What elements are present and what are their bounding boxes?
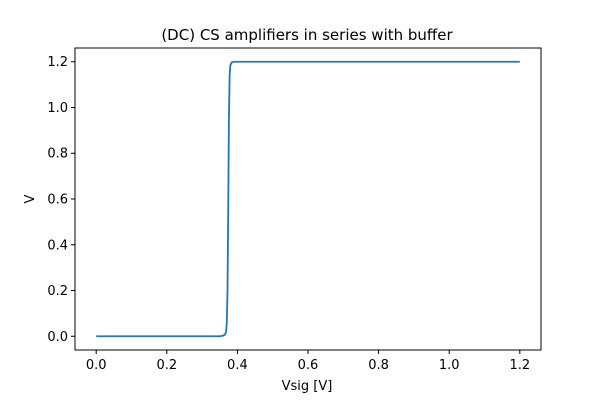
y-tick-label: 1.0 [47,101,68,116]
y-tick-label: 0.4 [47,238,68,253]
y-axis-label: V [23,194,38,203]
y-axis: 0.0 0.2 0.4 0.6 0.8 1.0 1.2 [47,55,75,345]
y-tick-label: 0.8 [47,147,68,162]
x-tick-label: 0.8 [368,358,389,373]
chart-title: (DC) CS amplifiers in series with buffer [161,26,453,44]
plot-frame [74,47,542,351]
y-tick-label: 0.0 [47,330,68,345]
x-axis-label: Vsig [V] [282,379,333,394]
x-tick-label: 0.0 [86,358,107,373]
x-tick-label: 0.6 [298,358,319,373]
x-tick-label: 0.4 [227,358,248,373]
plot-area [96,60,520,338]
y-tick-label: 1.2 [47,55,68,70]
x-tick-label: 1.2 [509,358,530,373]
series-line-0 [96,60,520,338]
y-tick-label: 0.6 [47,193,68,208]
x-axis: 0.0 0.2 0.4 0.6 0.8 1.0 1.2 [86,350,530,373]
x-tick-label: 1.0 [439,358,460,373]
x-tick-label: 0.2 [156,358,177,373]
y-tick-label: 0.2 [47,284,68,299]
